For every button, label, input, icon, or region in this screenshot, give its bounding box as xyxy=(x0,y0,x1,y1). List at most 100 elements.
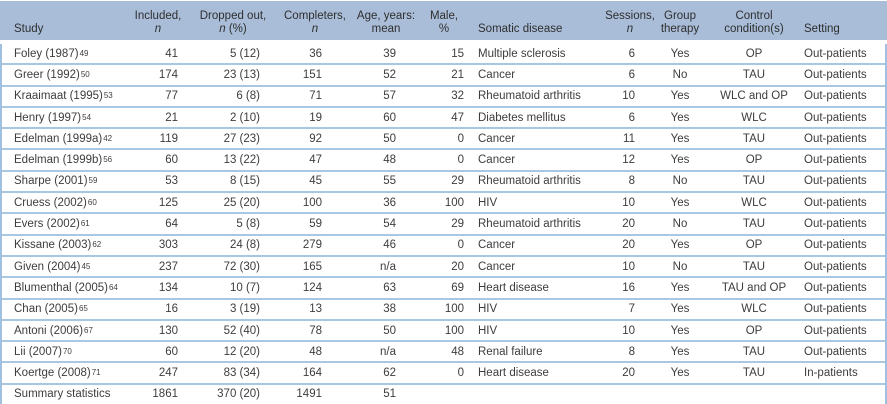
cell-male: 100 xyxy=(444,324,464,337)
cell-group: Yes xyxy=(670,303,690,316)
cell-group: Yes xyxy=(670,324,690,337)
cell-study: Edelman (1999a) 42 xyxy=(14,132,113,145)
cell-dropped: 24 (8) xyxy=(229,239,260,252)
col-header-line2: Setting xyxy=(804,23,840,35)
cell-disease: Heart disease xyxy=(478,367,549,380)
cell-sessions: 7 xyxy=(628,303,635,316)
col-header-line2: Study xyxy=(14,23,44,35)
cell-included: 1861 xyxy=(152,388,178,401)
cell-age: 55 xyxy=(383,175,396,188)
cell-setting: Out-patients xyxy=(804,345,867,358)
cell-study: Lii (2007) 70 xyxy=(14,345,72,358)
cell-disease: Multiple sclerosis xyxy=(478,47,566,60)
cell-male: 21 xyxy=(451,68,464,81)
cell-male: 69 xyxy=(451,281,464,294)
cell-completers: 78 xyxy=(309,324,322,337)
cell-included: 60 xyxy=(165,345,178,358)
table-row: Kissane (2003) 62 303 24 (8) 279 46 0 Cancer 20 Y… xyxy=(0,233,887,255)
cell-disease: Cancer xyxy=(478,154,516,167)
cell-control: OP xyxy=(745,154,763,167)
cell-dropped: 8 (15) xyxy=(229,175,260,188)
cell-dropped: 5 (12) xyxy=(229,47,260,60)
study-label: Lii (2007) xyxy=(14,345,62,358)
cell-sessions: 20 xyxy=(622,239,635,252)
cell-control: OP xyxy=(745,324,763,337)
col-header-line1: Control xyxy=(735,10,773,22)
cell-included: 174 xyxy=(158,68,178,81)
col-header-line1: Male, xyxy=(429,10,459,22)
study-label: Greer (1992) xyxy=(14,68,80,81)
table-right-border xyxy=(885,44,887,404)
table-row: Summary statistics 1861 370 (20) 1491 51 xyxy=(0,382,887,404)
cell-included: 119 xyxy=(159,132,178,145)
cell-disease: Cancer xyxy=(478,260,516,273)
col-header-line2: mean xyxy=(371,23,401,35)
cell-age: 60 xyxy=(383,111,396,124)
cell-setting: In-patients xyxy=(804,367,858,380)
cell-dropped: 12 (20) xyxy=(223,345,260,358)
cell-age: 51 xyxy=(383,388,396,401)
cell-control: OP xyxy=(745,239,763,252)
cell-setting: Out-patients xyxy=(804,111,867,124)
cell-male: 47 xyxy=(451,111,464,124)
cell-included: 53 xyxy=(165,175,178,188)
table-row: Edelman (1999a) 42 119 27 (23) 92 50 0 Cancer 11… xyxy=(0,127,887,148)
table-row: Koertge (2008) 71 247 83 (34) 164 62 0 Heart di… xyxy=(0,361,887,382)
col-header-line2: n xyxy=(626,23,634,35)
cell-group: Yes xyxy=(670,239,690,252)
cell-completers: 279 xyxy=(302,239,322,252)
cell-group: No xyxy=(672,260,688,273)
cell-setting: Out-patients xyxy=(804,281,867,294)
cell-age: 39 xyxy=(383,47,396,60)
cell-age: 36 xyxy=(383,196,396,209)
cell-control: TAU xyxy=(742,132,766,145)
cell-male: 0 xyxy=(457,367,464,380)
cell-sessions: 8 xyxy=(628,175,635,188)
cell-setting: Out-patients xyxy=(804,324,867,337)
cell-age: 62 xyxy=(383,367,396,380)
cell-control: TAU xyxy=(742,260,766,273)
cell-group xyxy=(648,385,712,404)
col-header-line1: Dropped out, xyxy=(199,10,267,22)
cell-setting: Out-patients xyxy=(804,68,867,81)
col-header-line2: n xyxy=(311,23,319,35)
cell-sessions: 20 xyxy=(622,367,635,380)
cell-control: WLC xyxy=(741,111,767,124)
study-label: Antoni (2006) xyxy=(14,324,84,337)
cell-completers: 45 xyxy=(309,175,322,188)
study-label: Foley (1987) xyxy=(14,47,79,60)
cell-group: Yes xyxy=(670,90,690,103)
cell-included: 125 xyxy=(158,196,178,209)
cell-setting: Out-patients xyxy=(804,239,867,252)
col-header-group: Group therapy xyxy=(648,1,712,36)
study-label: Kraaimaat (1995) xyxy=(14,90,103,103)
col-header-disease: Somatic disease xyxy=(468,1,612,36)
study-label: Kissane (2003) xyxy=(14,239,92,252)
table-header: Study Included, n Dropped out, n (%) Complete… xyxy=(0,1,887,40)
cell-control: TAU and OP xyxy=(721,281,787,294)
cell-study: Summary statistics xyxy=(0,385,128,404)
col-header-line1: Included, xyxy=(134,10,182,22)
table-row: Edelman (1999b) 56 60 13 (22) 47 48 0 Cancer 12 Y… xyxy=(0,148,887,169)
cell-dropped: 6 (8) xyxy=(236,90,260,103)
study-label: Sharpe (2001) xyxy=(14,175,88,188)
cell-included: 130 xyxy=(158,324,178,337)
cell-age: 63 xyxy=(383,281,396,294)
cell-disease: Rheumatoid arthritis xyxy=(478,218,581,231)
col-header-sessions: Sessions, n xyxy=(605,1,655,36)
cell-study: Kraaimaat (1995) 53 xyxy=(14,90,113,103)
cell-age: 50 xyxy=(383,132,396,145)
cell-control: OP xyxy=(745,47,763,60)
cell-male: 29 xyxy=(451,175,464,188)
table-row: Antoni (2006) 67 130 52 (40) 78 50 100 HIV 10 Yes… xyxy=(0,318,887,340)
table-body: Foley (1987) 49 41 5 (12) 36 39 15 Multiple scl… xyxy=(0,44,887,404)
cell-dropped: 27 (23) xyxy=(223,132,260,145)
cell-age: 38 xyxy=(383,303,396,316)
cell-sessions: 10 xyxy=(622,324,635,337)
col-header-age: Age, years: mean xyxy=(352,1,420,36)
cell-control: WLC and OP xyxy=(720,90,788,103)
cell-completers: 1491 xyxy=(296,388,322,401)
study-label: Given (2004) xyxy=(14,260,81,273)
cell-disease: HIV xyxy=(478,196,498,209)
cell-male: 0 xyxy=(457,239,464,252)
